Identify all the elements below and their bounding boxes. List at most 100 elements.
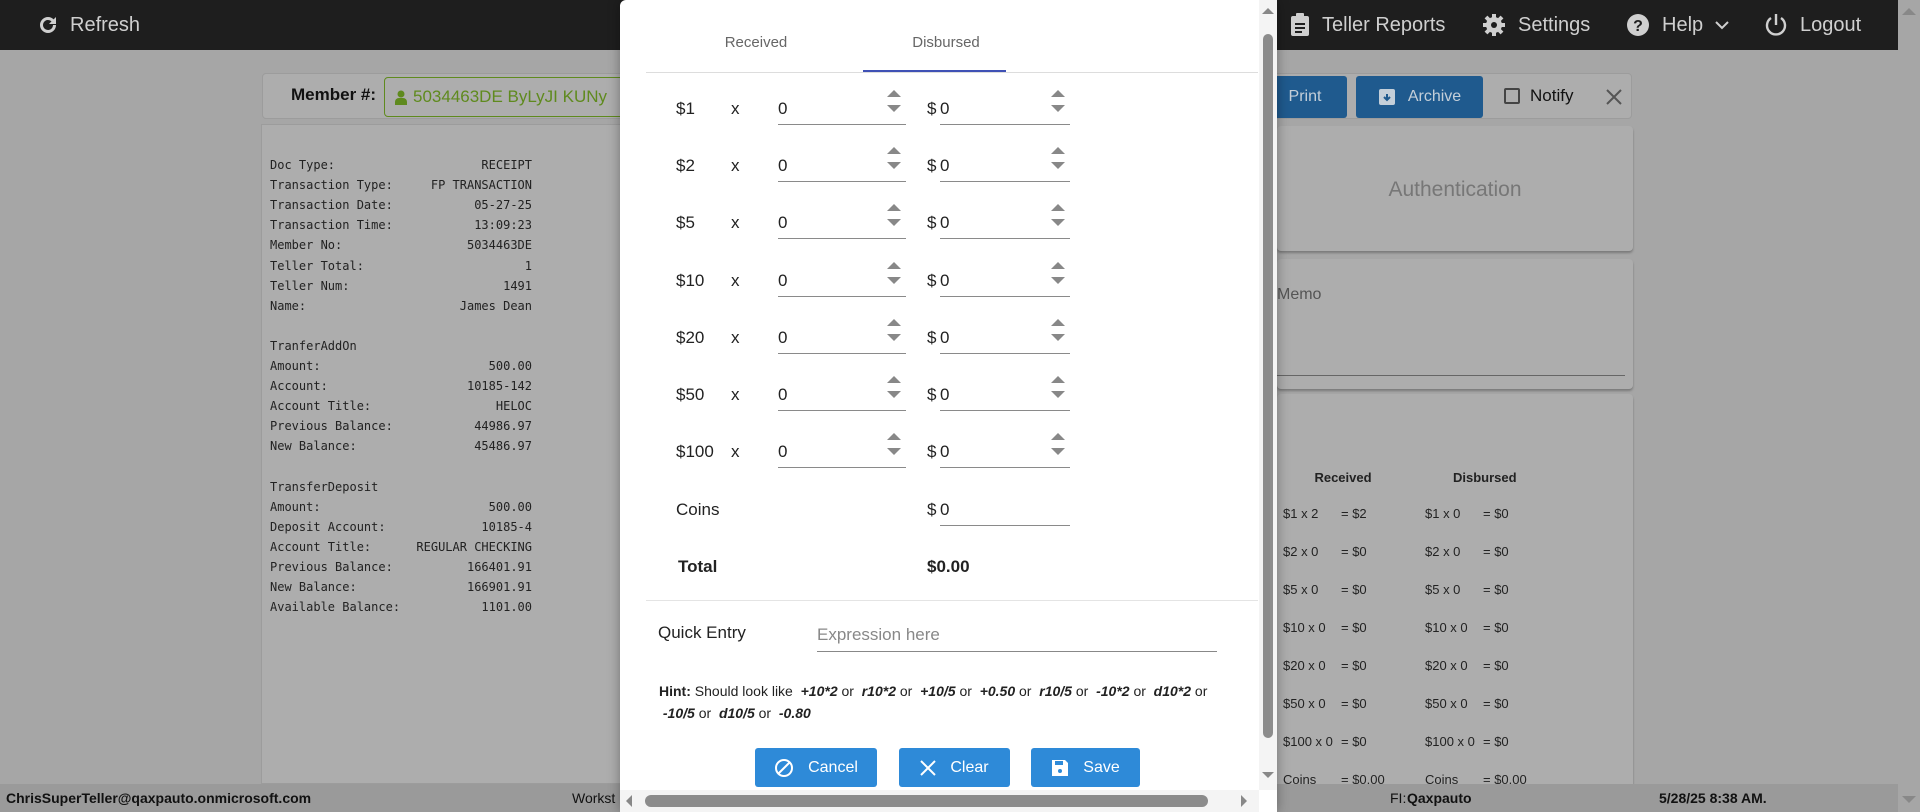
scroll-right-arrow-icon[interactable] [1241, 795, 1247, 807]
decrement-icon[interactable] [887, 105, 901, 112]
scroll-left-arrow-icon[interactable] [626, 795, 632, 807]
help-label: Help [1662, 13, 1704, 36]
quantity-stepper[interactable]: 0 [778, 90, 906, 125]
decrement-icon[interactable] [887, 276, 901, 284]
settings-button[interactable]: Settings [1482, 0, 1590, 50]
amount-stepper[interactable]: 0 [940, 147, 1070, 183]
cancel-button[interactable]: Cancel [755, 748, 877, 787]
stepper-arrows[interactable] [887, 376, 901, 406]
decrement-icon[interactable] [887, 219, 901, 227]
print-button[interactable]: Print [1263, 76, 1347, 118]
amount-stepper[interactable]: 0 [940, 318, 1070, 354]
coins-input[interactable]: 0 [940, 494, 1070, 526]
increment-icon[interactable] [1051, 318, 1065, 326]
decrement-icon[interactable] [887, 162, 901, 170]
tab-disbursed[interactable]: Disbursed [912, 34, 980, 51]
quantity-stepper[interactable]: 0 [778, 433, 906, 469]
fi-value: Qaxpauto [1407, 790, 1472, 806]
scroll-down-arrow-icon[interactable] [1902, 796, 1916, 803]
save-button[interactable]: Save [1031, 748, 1140, 787]
increment-icon[interactable] [887, 318, 901, 326]
increment-icon[interactable] [1051, 147, 1065, 155]
stepper-arrows[interactable] [887, 261, 901, 292]
decrement-icon[interactable] [1051, 333, 1065, 341]
increment-icon[interactable] [887, 433, 901, 441]
amount-stepper[interactable]: 0 [940, 376, 1070, 411]
quantity-stepper[interactable]: 0 [778, 376, 906, 411]
increment-icon[interactable] [887, 204, 901, 212]
user-email: ChrisSuperTeller@qaxpauto.onmicrosoft.co… [6, 790, 312, 806]
stepper-arrows[interactable] [1051, 261, 1065, 292]
notify-checkbox[interactable]: Notify [1504, 86, 1573, 106]
quantity-stepper[interactable]: 0 [778, 261, 906, 297]
increment-icon[interactable] [887, 90, 901, 97]
increment-icon[interactable] [1051, 204, 1065, 212]
page-scrollbar[interactable] [1898, 0, 1920, 812]
member-field[interactable]: 5034463DE ByLyJI KUNy [384, 77, 744, 117]
stepper-arrows[interactable] [1051, 204, 1065, 234]
scroll-up-arrow-icon[interactable] [1262, 8, 1274, 14]
amount-stepper[interactable]: 0 [940, 204, 1070, 240]
decrement-icon[interactable] [887, 448, 901, 456]
quantity-stepper[interactable]: 0 [778, 204, 906, 240]
memo-input[interactable] [1277, 375, 1625, 376]
stepper-arrows[interactable] [1051, 90, 1065, 120]
decrement-icon[interactable] [1051, 219, 1065, 227]
refresh-button[interactable]: Refresh [38, 0, 140, 50]
teller-reports-button[interactable]: Teller Reports [1290, 0, 1445, 50]
scroll-thumb[interactable] [1263, 34, 1273, 738]
amount-stepper[interactable]: 0 [940, 261, 1070, 297]
decrement-icon[interactable] [1051, 105, 1065, 112]
stepper-arrows[interactable] [1051, 433, 1065, 463]
help-menu[interactable]: ? Help [1626, 0, 1729, 50]
decrement-icon[interactable] [1051, 276, 1065, 284]
receipt-line: Doc Type: RECEIPT [270, 158, 532, 172]
receipt-label: Available Balance: [270, 600, 401, 615]
refresh-icon [40, 17, 56, 33]
decrement-icon[interactable] [1051, 448, 1065, 456]
currency-symbol: $ [927, 99, 937, 118]
stepper-arrows[interactable] [887, 433, 901, 463]
summary-received-amount: = $0.00 [1341, 772, 1385, 787]
hint-or: or [899, 683, 913, 699]
decrement-icon[interactable] [887, 391, 901, 398]
increment-icon[interactable] [887, 147, 901, 155]
increment-icon[interactable] [1051, 261, 1065, 269]
stepper-arrows[interactable] [1051, 376, 1065, 406]
dialog-vertical-scrollbar[interactable] [1259, 0, 1277, 790]
logout-button[interactable]: Logout [1764, 0, 1861, 50]
increment-icon[interactable] [1051, 433, 1065, 441]
increment-icon[interactable] [887, 376, 901, 383]
amount-stepper[interactable]: 0 [940, 433, 1070, 469]
quantity-stepper[interactable]: 0 [778, 147, 906, 183]
quantity-stepper[interactable]: 0 [778, 318, 906, 354]
summary-received-denom: $50 x 0 [1283, 696, 1326, 711]
tab-received[interactable]: Received [724, 34, 788, 51]
scroll-up-arrow-icon[interactable] [1902, 8, 1916, 15]
dialog-horizontal-scrollbar[interactable] [620, 790, 1259, 812]
increment-icon[interactable] [1051, 90, 1065, 97]
denomination-row: $50 x 0 $ 0 [620, 376, 1240, 425]
stepper-arrows[interactable] [1051, 318, 1065, 349]
clear-button[interactable]: Clear [899, 748, 1010, 787]
scroll-down-arrow-icon[interactable] [1262, 772, 1274, 778]
denomination-row: $5 x 0 $ 0 [620, 204, 1240, 253]
summary-disbursed-amount: = $0 [1483, 658, 1509, 673]
close-icon[interactable] [1606, 89, 1622, 105]
decrement-icon[interactable] [1051, 162, 1065, 170]
stepper-arrows[interactable] [1051, 147, 1065, 177]
decrement-icon[interactable] [1051, 391, 1065, 398]
summary-received-denom: $2 x 0 [1283, 544, 1319, 559]
increment-icon[interactable] [887, 261, 901, 269]
authentication-card[interactable]: Authentication [1277, 126, 1633, 251]
quick-entry-input[interactable]: Expression here [817, 614, 1217, 652]
decrement-icon[interactable] [887, 333, 901, 341]
stepper-arrows[interactable] [887, 318, 901, 349]
h-scroll-thumb[interactable] [645, 795, 1208, 807]
archive-button[interactable]: Archive [1356, 76, 1483, 118]
stepper-arrows[interactable] [887, 90, 901, 120]
amount-stepper[interactable]: 0 [940, 90, 1070, 125]
increment-icon[interactable] [1051, 376, 1065, 383]
stepper-arrows[interactable] [887, 204, 901, 234]
stepper-arrows[interactable] [887, 147, 901, 177]
